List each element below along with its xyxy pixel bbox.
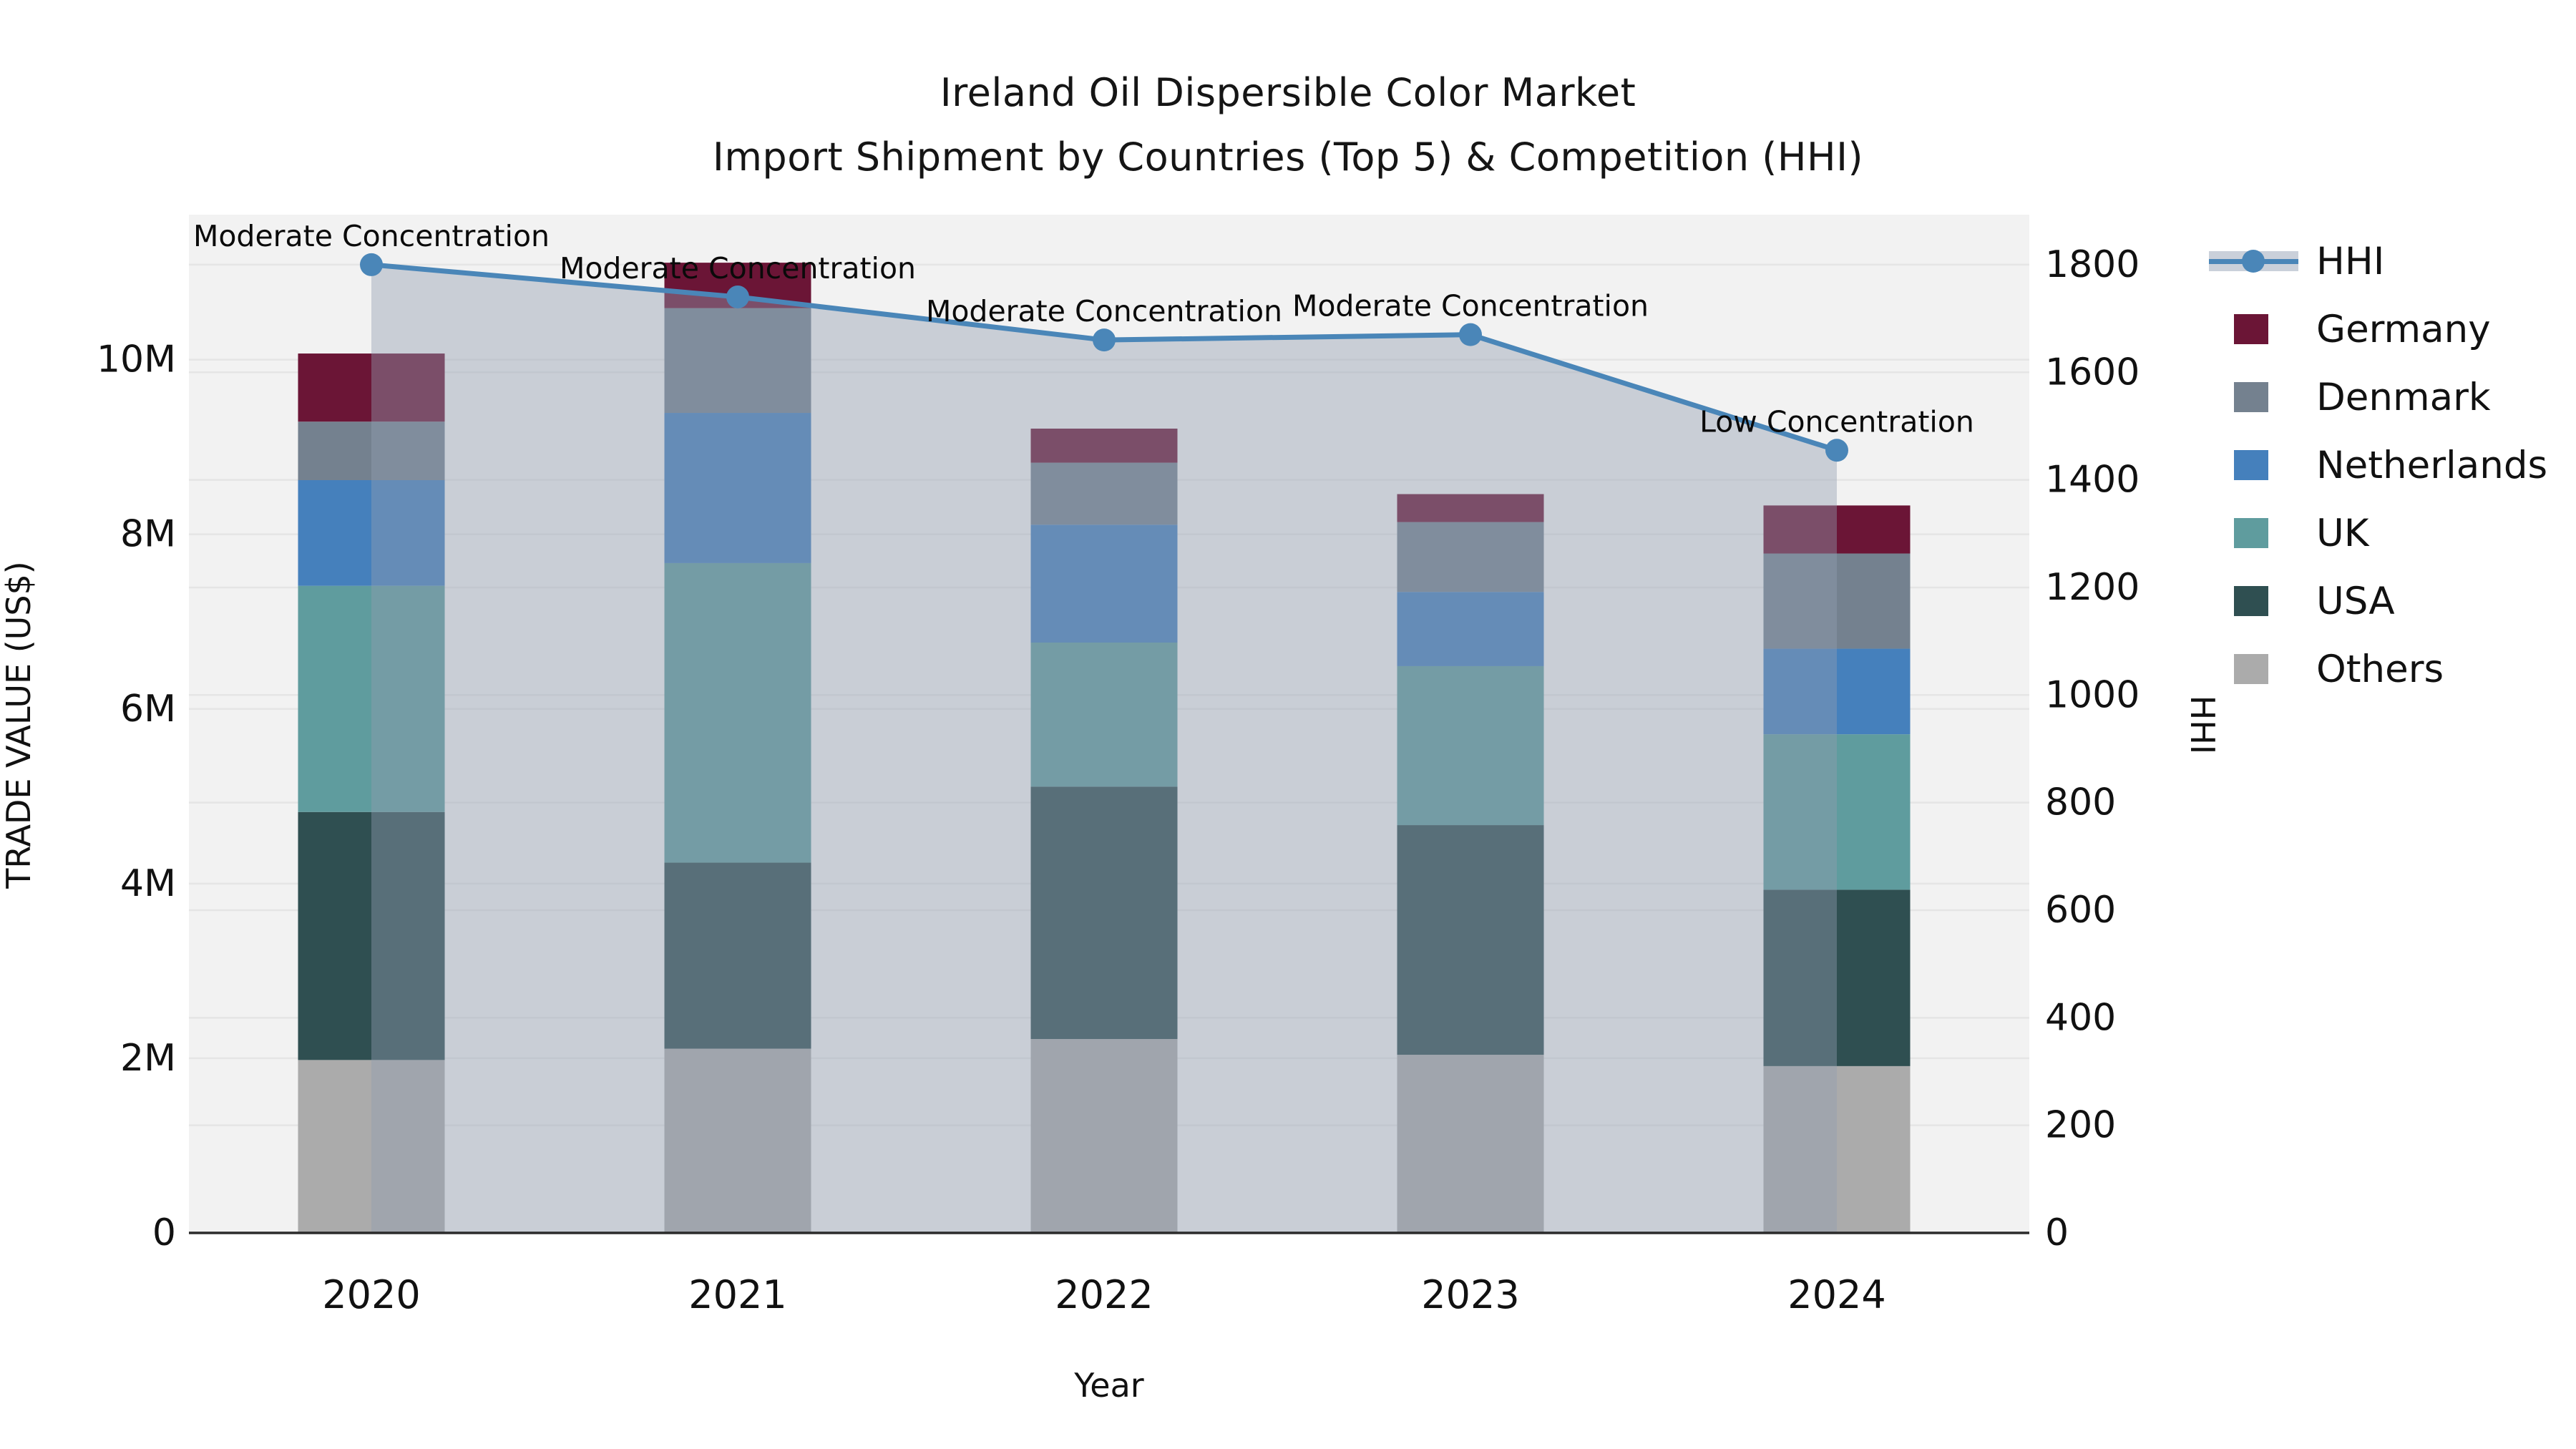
y-axis-left-tick-2M: 2M [120, 1037, 176, 1080]
bar-segment-denmark-2022 [1030, 462, 1178, 525]
legend-label: USA [2316, 579, 2395, 623]
y-axis-left-tick-0: 0 [152, 1211, 176, 1254]
legend-label: Denmark [2316, 375, 2491, 419]
hhi-marker-2024 [1825, 439, 1848, 462]
legend-swatch-icon [2234, 518, 2268, 548]
annotation-label-2022: Moderate Concentration [926, 294, 1282, 328]
bar-segment-netherlands-2020 [298, 480, 445, 586]
bar-segment-netherlands-2024 [1763, 648, 1911, 735]
bar-segment-uk-2020 [298, 585, 445, 812]
bar-segment-uk-2023 [1397, 665, 1544, 826]
bar-segment-usa-2022 [1030, 786, 1178, 1040]
y-axis-right-tick-400: 400 [2045, 996, 2116, 1039]
bar-segment-uk-2021 [664, 562, 811, 863]
bar-segment-denmark-2024 [1763, 553, 1911, 649]
legend-swatch-icon [2234, 654, 2268, 684]
annotation-label-2023: Moderate Concentration [1292, 289, 1649, 323]
bar-segment-others-2020 [298, 1060, 445, 1233]
y-axis-right-tick-1200: 1200 [2045, 566, 2140, 609]
bar-segment-netherlands-2022 [1030, 525, 1178, 643]
bar-segment-denmark-2021 [664, 308, 811, 414]
legend-label: Netherlands [2316, 443, 2548, 487]
y-axis-left-tick-10M: 10M [97, 338, 176, 381]
y-axis-right-tick-1000: 1000 [2045, 673, 2140, 716]
hhi-marker-2021 [726, 286, 749, 309]
bar-segment-germany-2020 [298, 353, 445, 422]
legend-label: UK [2316, 511, 2369, 555]
y-axis-right-tick-800: 800 [2045, 781, 2116, 824]
legend-icon-zone [2209, 314, 2316, 344]
x-axis-tick-2022: 2022 [1055, 1272, 1153, 1317]
legend-icon-zone [2209, 450, 2316, 480]
y-axis-right-tick-1600: 1600 [2045, 351, 2140, 394]
legend-swatch-icon [2234, 450, 2268, 480]
y-axis-right-tick-0: 0 [2045, 1211, 2069, 1254]
annotation-label-2021: Moderate Concentration [560, 251, 916, 286]
legend-icon-zone [2209, 250, 2316, 273]
legend-label: HHI [2316, 239, 2385, 283]
y-axis-left-tick-8M: 8M [120, 513, 176, 556]
x-axis-tick-2024: 2024 [1787, 1272, 1885, 1317]
y-axis-right-tick-600: 600 [2045, 889, 2116, 932]
legend-icon-zone [2209, 382, 2316, 412]
bar-segment-others-2024 [1763, 1065, 1911, 1233]
y-axis-left-tick-4M: 4M [120, 862, 176, 905]
legend-line-icon [2209, 250, 2298, 273]
chart-title-line-2: Import Shipment by Countries (Top 5) & C… [712, 135, 1864, 180]
bar-segment-usa-2023 [1397, 825, 1544, 1055]
bar-segment-others-2022 [1030, 1039, 1178, 1233]
bar-segment-netherlands-2021 [664, 413, 811, 563]
bar-segment-germany-2024 [1763, 505, 1911, 554]
bar-segment-usa-2024 [1763, 889, 1911, 1066]
hhi-marker-2023 [1459, 323, 1482, 346]
bar-segment-germany-2022 [1030, 429, 1178, 463]
bar-segment-netherlands-2023 [1397, 592, 1544, 666]
legend-icon-zone [2209, 586, 2316, 616]
legend-icon-zone [2209, 654, 2316, 684]
legend-swatch-icon [2234, 314, 2268, 344]
y-axis-right-tick-1800: 1800 [2045, 243, 2140, 286]
legend-item-denmark: Denmark [2209, 375, 2547, 419]
x-axis-title: Year [1073, 1366, 1143, 1405]
bar-segment-denmark-2023 [1397, 522, 1544, 592]
bar-segment-others-2023 [1397, 1055, 1544, 1233]
x-axis-tick-2021: 2021 [688, 1272, 786, 1317]
x-axis-tick-2023: 2023 [1421, 1272, 1519, 1317]
legend-icon-zone [2209, 518, 2316, 548]
legend-item-uk: UK [2209, 511, 2547, 555]
y-axis-right-tick-1400: 1400 [2045, 459, 2140, 502]
hhi-marker-2020 [360, 253, 383, 276]
legend-item-usa: USA [2209, 579, 2547, 623]
chart-legend: HHI Germany Denmark Netherlands UK USA Others [2209, 239, 2547, 715]
annotation-label-2020: Moderate Concentration [193, 219, 550, 253]
legend-label: Germany [2316, 307, 2491, 351]
bar-segment-usa-2021 [664, 862, 811, 1049]
hhi-area-fill [371, 264, 1837, 1233]
hhi-marker-2022 [1093, 328, 1116, 352]
annotation-label-2024: Low Concentration [1699, 404, 1974, 439]
legend-item-others: Others [2209, 647, 2547, 691]
legend-item-germany: Germany [2209, 307, 2547, 351]
bar-segment-uk-2022 [1030, 643, 1178, 787]
y-axis-title-right: HHI [2183, 696, 2222, 755]
legend-item-hhi: HHI [2209, 239, 2547, 283]
y-axis-title-left: TRADE VALUE (US$) [0, 561, 38, 889]
legend-swatch-icon [2234, 382, 2268, 412]
legend-swatch-icon [2234, 586, 2268, 616]
x-axis-tick-2020: 2020 [322, 1272, 420, 1317]
bar-segment-uk-2024 [1763, 734, 1911, 890]
legend-item-netherlands: Netherlands [2209, 443, 2547, 487]
y-axis-right-tick-200: 200 [2045, 1104, 2116, 1147]
bar-segment-denmark-2020 [298, 421, 445, 481]
bar-segment-germany-2023 [1397, 494, 1544, 522]
bar-segment-others-2021 [664, 1048, 811, 1233]
legend-label: Others [2316, 647, 2444, 691]
chart-title-line-1: Ireland Oil Dispersible Color Market [940, 70, 1636, 115]
y-axis-left-tick-6M: 6M [120, 688, 176, 731]
bar-segment-usa-2020 [298, 811, 445, 1060]
